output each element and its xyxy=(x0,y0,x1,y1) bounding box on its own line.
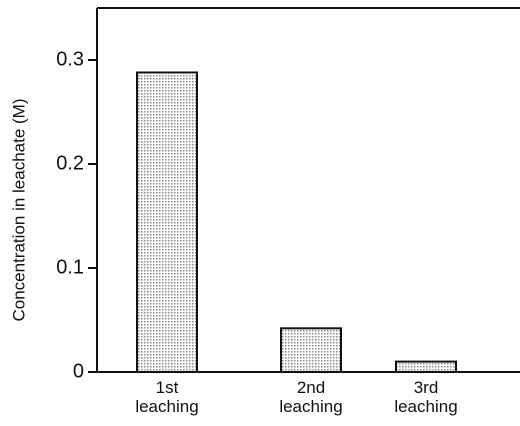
y-tick-label: 0.3 xyxy=(56,48,84,70)
y-tick-label: 0.2 xyxy=(56,152,84,174)
x-tick-label: 3rd leaching xyxy=(394,378,458,416)
y-tick-label: 0 xyxy=(73,360,84,382)
bar xyxy=(395,360,457,374)
y-tick-label: 0.1 xyxy=(56,256,84,278)
x-tick-label: 1st leaching xyxy=(135,378,199,416)
bar xyxy=(280,327,342,374)
x-tick-label: 2nd leaching xyxy=(279,378,343,416)
y-axis-label: Concentration in leachate (M) xyxy=(9,98,28,321)
bar xyxy=(136,71,198,373)
